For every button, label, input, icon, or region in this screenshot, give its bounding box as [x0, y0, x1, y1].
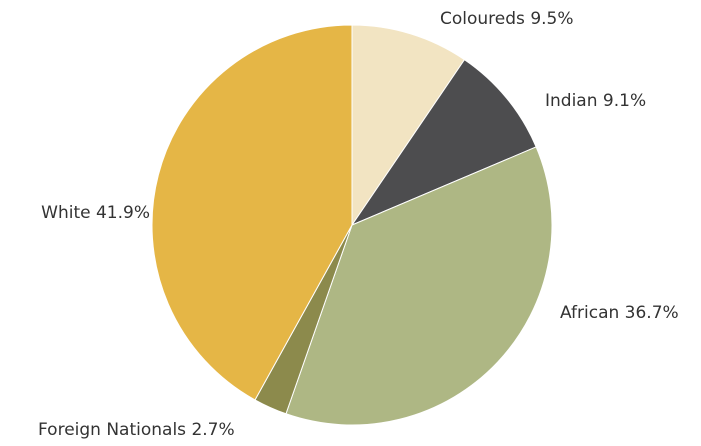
slice-label: Coloureds 9.5% [440, 9, 574, 29]
slice-name: African [560, 303, 619, 323]
slice-name: Indian [545, 91, 598, 111]
slice-value: 9.5% [530, 9, 573, 29]
slice-label: African 36.7% [560, 303, 679, 323]
slice-value: 2.7% [191, 420, 234, 440]
slice-name: Coloureds [440, 9, 525, 29]
pie-slice [285, 146, 553, 426]
slice-label: Foreign Nationals 2.7% [38, 420, 235, 440]
slice-value: 9.1% [603, 91, 646, 111]
pie-slice [151, 24, 353, 401]
slice-label: White 41.9% [41, 203, 150, 223]
slice-name: White [41, 203, 90, 223]
slice-name: Foreign Nationals [38, 420, 186, 440]
slice-value: 36.7% [625, 303, 679, 323]
slice-label: Indian 9.1% [545, 91, 646, 111]
pie-slice [350, 58, 537, 227]
slice-value: 41.9% [96, 203, 150, 223]
pie-slice [351, 24, 466, 227]
